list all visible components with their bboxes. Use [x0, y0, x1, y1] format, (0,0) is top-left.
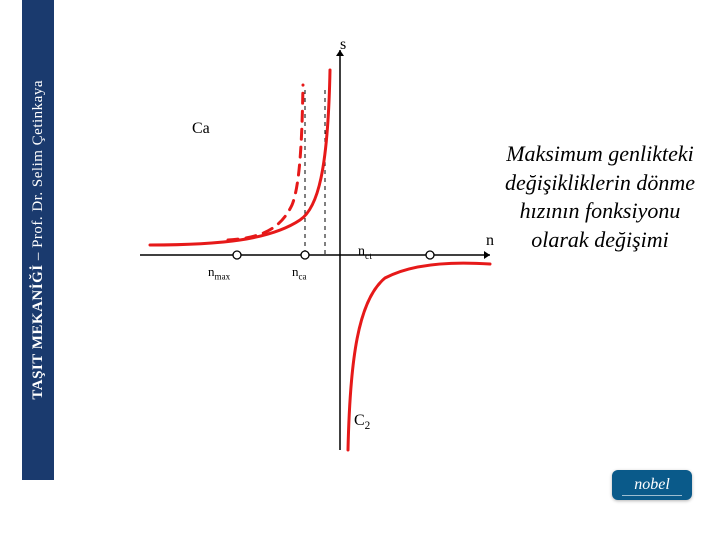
- curve-label-ca: Ca: [192, 120, 210, 138]
- marker-label-nct: nct: [358, 244, 372, 262]
- chart-svg: [130, 30, 500, 460]
- sidebar: TAŞIT MEKANİĞİ – Prof. Dr. Selim Çetinka…: [22, 0, 54, 480]
- publisher-logo: nobel: [612, 470, 692, 500]
- logo-underline: [622, 495, 682, 496]
- resonance-chart: s Ca C2 n nct nca nmax: [130, 30, 500, 460]
- axis-label-s: s: [340, 36, 346, 54]
- figure-caption: Maksimum genlikteki değişikliklerin dönm…: [500, 140, 700, 254]
- sidebar-title: TAŞIT MEKANİĞİ – Prof. Dr. Selim Çetinka…: [30, 80, 47, 400]
- marker-label-nmax: nmax: [208, 264, 230, 282]
- axis-label-n: n: [486, 232, 494, 250]
- curve-label-c2: C2: [354, 412, 370, 432]
- marker-label-nca: nca: [292, 264, 307, 282]
- publisher-logo-text: nobel: [634, 476, 670, 494]
- sidebar-title-author: – Prof. Dr. Selim Çetinkaya: [30, 80, 46, 264]
- sidebar-title-bold: TAŞIT MEKANİĞİ: [30, 265, 46, 400]
